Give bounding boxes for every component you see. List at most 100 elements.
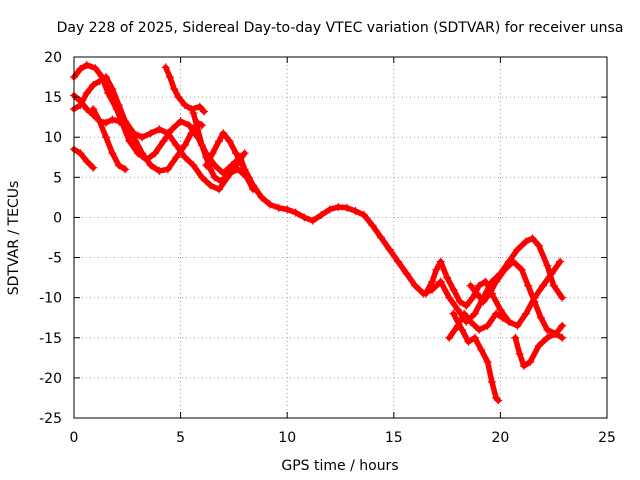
data-point-marker <box>504 317 513 326</box>
data-point-marker <box>208 149 217 158</box>
data-point-marker <box>445 333 454 342</box>
data-point-marker <box>180 153 189 162</box>
data-point-marker <box>402 269 411 278</box>
data-point-marker <box>138 149 147 158</box>
data-point-marker <box>543 333 552 342</box>
data-point-marker <box>534 341 543 350</box>
data-point-marker <box>445 293 454 302</box>
data-point-marker <box>460 309 469 318</box>
data-point-marker <box>351 207 360 216</box>
data-point-marker <box>95 77 104 86</box>
data-point-marker <box>475 281 484 290</box>
data-point-marker <box>385 245 394 254</box>
data-point-marker <box>225 137 234 146</box>
data-point-marker <box>519 361 528 370</box>
series-trace-5 <box>89 105 130 174</box>
data-point-marker <box>214 137 223 146</box>
data-point-marker <box>193 125 202 134</box>
data-point-marker <box>558 321 567 330</box>
axis-ticks <box>73 56 608 419</box>
series-trace-13 <box>511 321 567 370</box>
data-point-marker <box>89 163 98 172</box>
data-point-marker <box>108 85 117 94</box>
y-tick-label: 5 <box>53 170 62 186</box>
data-point-marker <box>210 173 219 182</box>
data-point-marker <box>82 61 91 70</box>
y-tick-label: 10 <box>44 130 62 146</box>
data-point-marker <box>200 107 209 116</box>
data-point-marker <box>394 257 403 266</box>
data-point-marker <box>121 121 130 130</box>
data-point-marker <box>240 149 249 158</box>
data-point-marker <box>521 309 530 318</box>
data-point-marker <box>513 245 522 254</box>
data-point-marker <box>359 211 368 220</box>
data-point-marker <box>477 345 486 354</box>
data-point-marker <box>487 377 496 386</box>
data-point-marker <box>82 89 91 98</box>
data-point-marker <box>558 333 567 342</box>
trace-line <box>71 146 96 171</box>
y-tick-label: -15 <box>39 331 62 347</box>
data-point-marker <box>225 169 234 178</box>
chart-title: Day 228 of 2025, Sidereal Day-to-day VTE… <box>57 20 624 36</box>
y-axis-label: SDTVAR / TECUs <box>6 181 22 296</box>
data-point-marker <box>558 293 567 302</box>
data-point-marker <box>114 117 123 126</box>
data-point-marker <box>82 157 91 166</box>
data-point-marker <box>453 305 462 314</box>
data-point-marker <box>155 125 164 134</box>
data-point-marker <box>266 200 275 209</box>
series-trace-8 <box>202 129 260 194</box>
data-point-marker <box>468 293 477 302</box>
x-tick-labels: 0 5 10 15 20 25 <box>70 430 616 446</box>
data-point-marker <box>251 185 260 194</box>
y-tick-label: -25 <box>39 411 62 427</box>
data-point-marker <box>129 133 138 142</box>
data-point-marker <box>189 161 198 170</box>
data-point-marker <box>172 153 181 162</box>
data-point-marker <box>185 121 194 130</box>
data-point-marker <box>432 265 441 274</box>
data-point-marker <box>76 149 85 158</box>
data-point-marker <box>334 203 343 212</box>
data-point-marker <box>195 102 204 111</box>
data-point-marker <box>197 141 206 150</box>
plot-frame <box>73 56 608 419</box>
data-point-marker <box>161 63 170 72</box>
data-point-marker <box>325 205 334 214</box>
data-point-marker <box>458 325 467 334</box>
data-point-marker <box>274 203 283 212</box>
data-point-marker <box>151 149 160 158</box>
data-point-marker <box>146 129 155 138</box>
data-point-marker <box>528 234 537 243</box>
data-point-marker <box>524 281 533 290</box>
data-point-marker <box>411 281 420 290</box>
x-tick-label: 10 <box>278 430 296 446</box>
x-tick-label: 0 <box>70 430 79 446</box>
data-point-marker <box>517 265 526 274</box>
data-point-marker <box>453 321 462 330</box>
data-point-marker <box>234 165 243 174</box>
data-point-marker <box>368 221 377 230</box>
data-point-marker <box>146 161 155 170</box>
data-point-marker <box>498 313 507 322</box>
y-tick-label: 20 <box>44 50 62 66</box>
data-point-marker <box>308 216 317 225</box>
data-point-marker <box>217 177 226 186</box>
data-point-marker <box>526 357 535 366</box>
series-trace-10 <box>449 309 503 405</box>
data-point-marker <box>549 281 558 290</box>
data-point-marker <box>500 265 509 274</box>
data-point-marker <box>483 321 492 330</box>
x-axis-label: GPS time / hours <box>281 458 398 474</box>
data-point-marker <box>89 81 98 90</box>
data-point-marker <box>238 161 247 170</box>
data-point-marker <box>114 101 123 110</box>
data-point-marker <box>168 125 177 134</box>
data-point-marker <box>513 321 522 330</box>
y-tick-label: 0 <box>53 210 62 226</box>
data-point-marker <box>232 149 241 158</box>
data-point-marker <box>464 337 473 346</box>
data-point-marker <box>155 166 164 175</box>
